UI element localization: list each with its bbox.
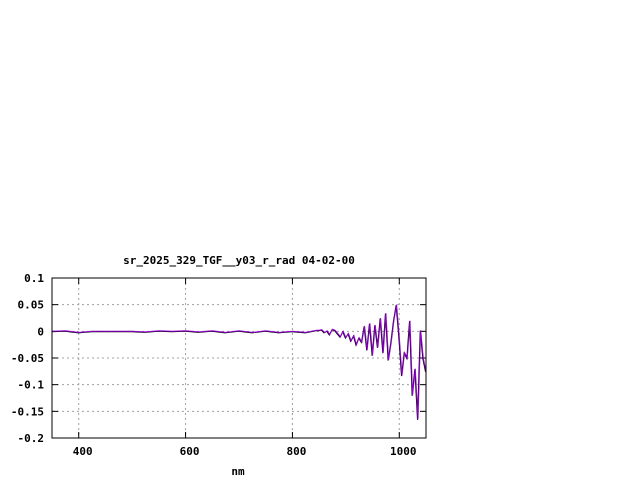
x-tick-label: 600 [180,445,200,458]
series-line-0 [51,305,426,420]
y-tick-label: 0.05 [18,299,45,312]
y-tick-label: -0.2 [18,432,45,445]
x-tick-label: 800 [286,445,306,458]
plot-border [51,277,427,439]
y-tick-label: -0.1 [18,379,45,392]
y-tick-label: -0.15 [11,405,44,418]
series-group [51,304,427,420]
y-tick-label: -0.05 [11,352,44,365]
x-axis-label: nm [231,465,245,478]
y-tick-label: 0.1 [24,272,44,285]
x-tick-label: 400 [73,445,93,458]
grid [52,278,426,438]
ticks: 400 600 800 1000 0.1 0.05 0 -0.05 -0.1 -0.15 -0.2 [11,272,426,458]
x-tick-label: 1000 [390,445,417,458]
y-tick-label: 0 [37,325,44,338]
chart-title: sr_2025_329_TGF__y03_r_rad 04-02-00 [123,254,355,267]
series-line-1 [51,304,427,420]
